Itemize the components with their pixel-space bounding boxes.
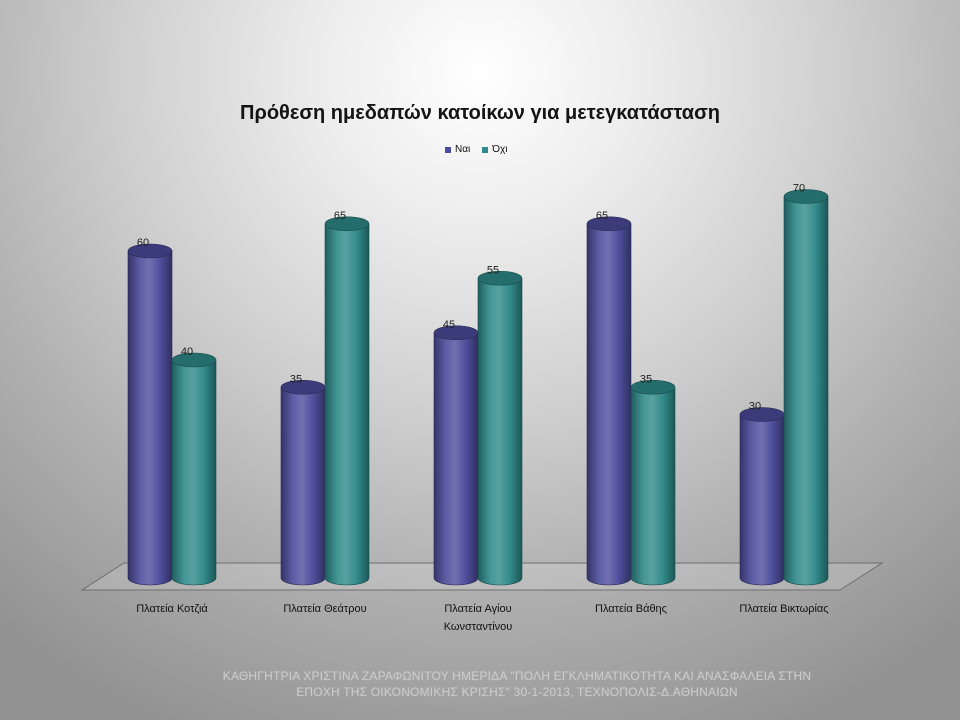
category-label-4: Πλατεία Βάθης bbox=[595, 603, 667, 615]
cylinder-top bbox=[477, 270, 523, 286]
cylinder-top bbox=[127, 243, 173, 259]
cylinder-top bbox=[280, 379, 326, 395]
bar-series-1-category-4 bbox=[586, 216, 632, 586]
data-label-series-1-category-2: 35 bbox=[290, 373, 302, 385]
category-label-1: Πλατεία Κοτζιά bbox=[136, 603, 208, 615]
cylinder-top bbox=[324, 216, 370, 232]
bar-series-2-category-5 bbox=[783, 189, 829, 586]
cylinder-body bbox=[586, 223, 632, 586]
bar-series-1-category-2 bbox=[280, 379, 326, 586]
data-label-series-2-category-5: 70 bbox=[793, 183, 805, 195]
legend: Ναι Όχι bbox=[445, 144, 507, 156]
cylinder-body bbox=[739, 414, 785, 586]
cylinder-body bbox=[783, 196, 829, 586]
data-label-series-1-category-3: 45 bbox=[443, 319, 455, 331]
cylinder-top bbox=[171, 352, 217, 368]
data-label-series-1-category-5: 30 bbox=[749, 401, 761, 413]
data-label-series-2-category-2: 65 bbox=[334, 210, 346, 222]
cylinder-body bbox=[477, 277, 523, 586]
footer-line: ΚΑΘΗΓΗΤΡΙΑ ΧΡΙΣΤΙΝΑ ΖΑΡΑΦΩΝΙΤΟΥ ΗΜΕΡΙΔΑ … bbox=[222, 669, 812, 683]
data-label-series-1-category-4: 65 bbox=[596, 210, 608, 222]
legend-label-series-2: Όχι bbox=[492, 144, 508, 155]
footer-caption: ΚΑΘΗΓΗΤΡΙΑ ΧΡΙΣΤΙΝΑ ΖΑΡΑΦΩΝΙΤΟΥ ΗΜΕΡΙΔΑ … bbox=[74, 668, 960, 700]
bar-series-1-category-3 bbox=[433, 325, 479, 586]
cylinder-body bbox=[171, 359, 217, 586]
footer-line: ΕΠΟΧΗ ΤΗΣ ΟΙΚΟΝΟΜΙΚΗΣ ΚΡΙΣΗΣ" 30-1-2013,… bbox=[296, 685, 738, 699]
cylinder-top bbox=[783, 189, 829, 204]
bar-series-2-category-3 bbox=[477, 270, 523, 586]
category-label-3: Πλατεία Αγίου Κωνσταντίνου bbox=[443, 603, 513, 633]
bar-series-1-category-1 bbox=[127, 243, 173, 586]
legend-item-series-2: Όχι bbox=[482, 144, 507, 156]
cylinder-top bbox=[586, 216, 632, 232]
data-label-series-2-category-3: 55 bbox=[487, 264, 499, 276]
cylinder-body bbox=[630, 386, 676, 586]
data-label-series-2-category-4: 35 bbox=[640, 373, 652, 385]
bar-series-1-category-5 bbox=[739, 407, 785, 586]
cylinder-body bbox=[324, 223, 370, 586]
cylinder-body bbox=[127, 250, 173, 586]
cylinder-top bbox=[739, 407, 785, 422]
legend-swatch-series-1 bbox=[445, 147, 451, 153]
cylinder-body bbox=[433, 332, 479, 586]
legend-swatch-series-2 bbox=[482, 147, 489, 153]
bar-series-2-category-2 bbox=[324, 216, 370, 586]
bars bbox=[127, 189, 829, 586]
category-label-5: Πλατεία Βικτωρίας bbox=[739, 603, 829, 615]
bar-series-2-category-4 bbox=[630, 379, 676, 586]
cylinder-top bbox=[433, 325, 479, 341]
bar-series-2-category-1 bbox=[171, 352, 217, 586]
chart-title: Πρόθεση ημεδαπών κατοίκων για μετεγκατάσ… bbox=[240, 102, 720, 124]
data-label-series-2-category-1: 40 bbox=[181, 346, 193, 358]
cylinder-top bbox=[630, 379, 676, 395]
cylinder-body bbox=[280, 386, 326, 586]
data-label-series-1-category-1: 60 bbox=[137, 237, 149, 249]
legend-item-series-1: Ναι bbox=[445, 144, 470, 156]
data-labels: 60 40 35 65 45 55 65 35 30 70 bbox=[137, 183, 805, 413]
category-label-2: Πλατεία Θεάτρου bbox=[283, 603, 367, 615]
legend-label-series-1: Ναι bbox=[455, 144, 471, 155]
